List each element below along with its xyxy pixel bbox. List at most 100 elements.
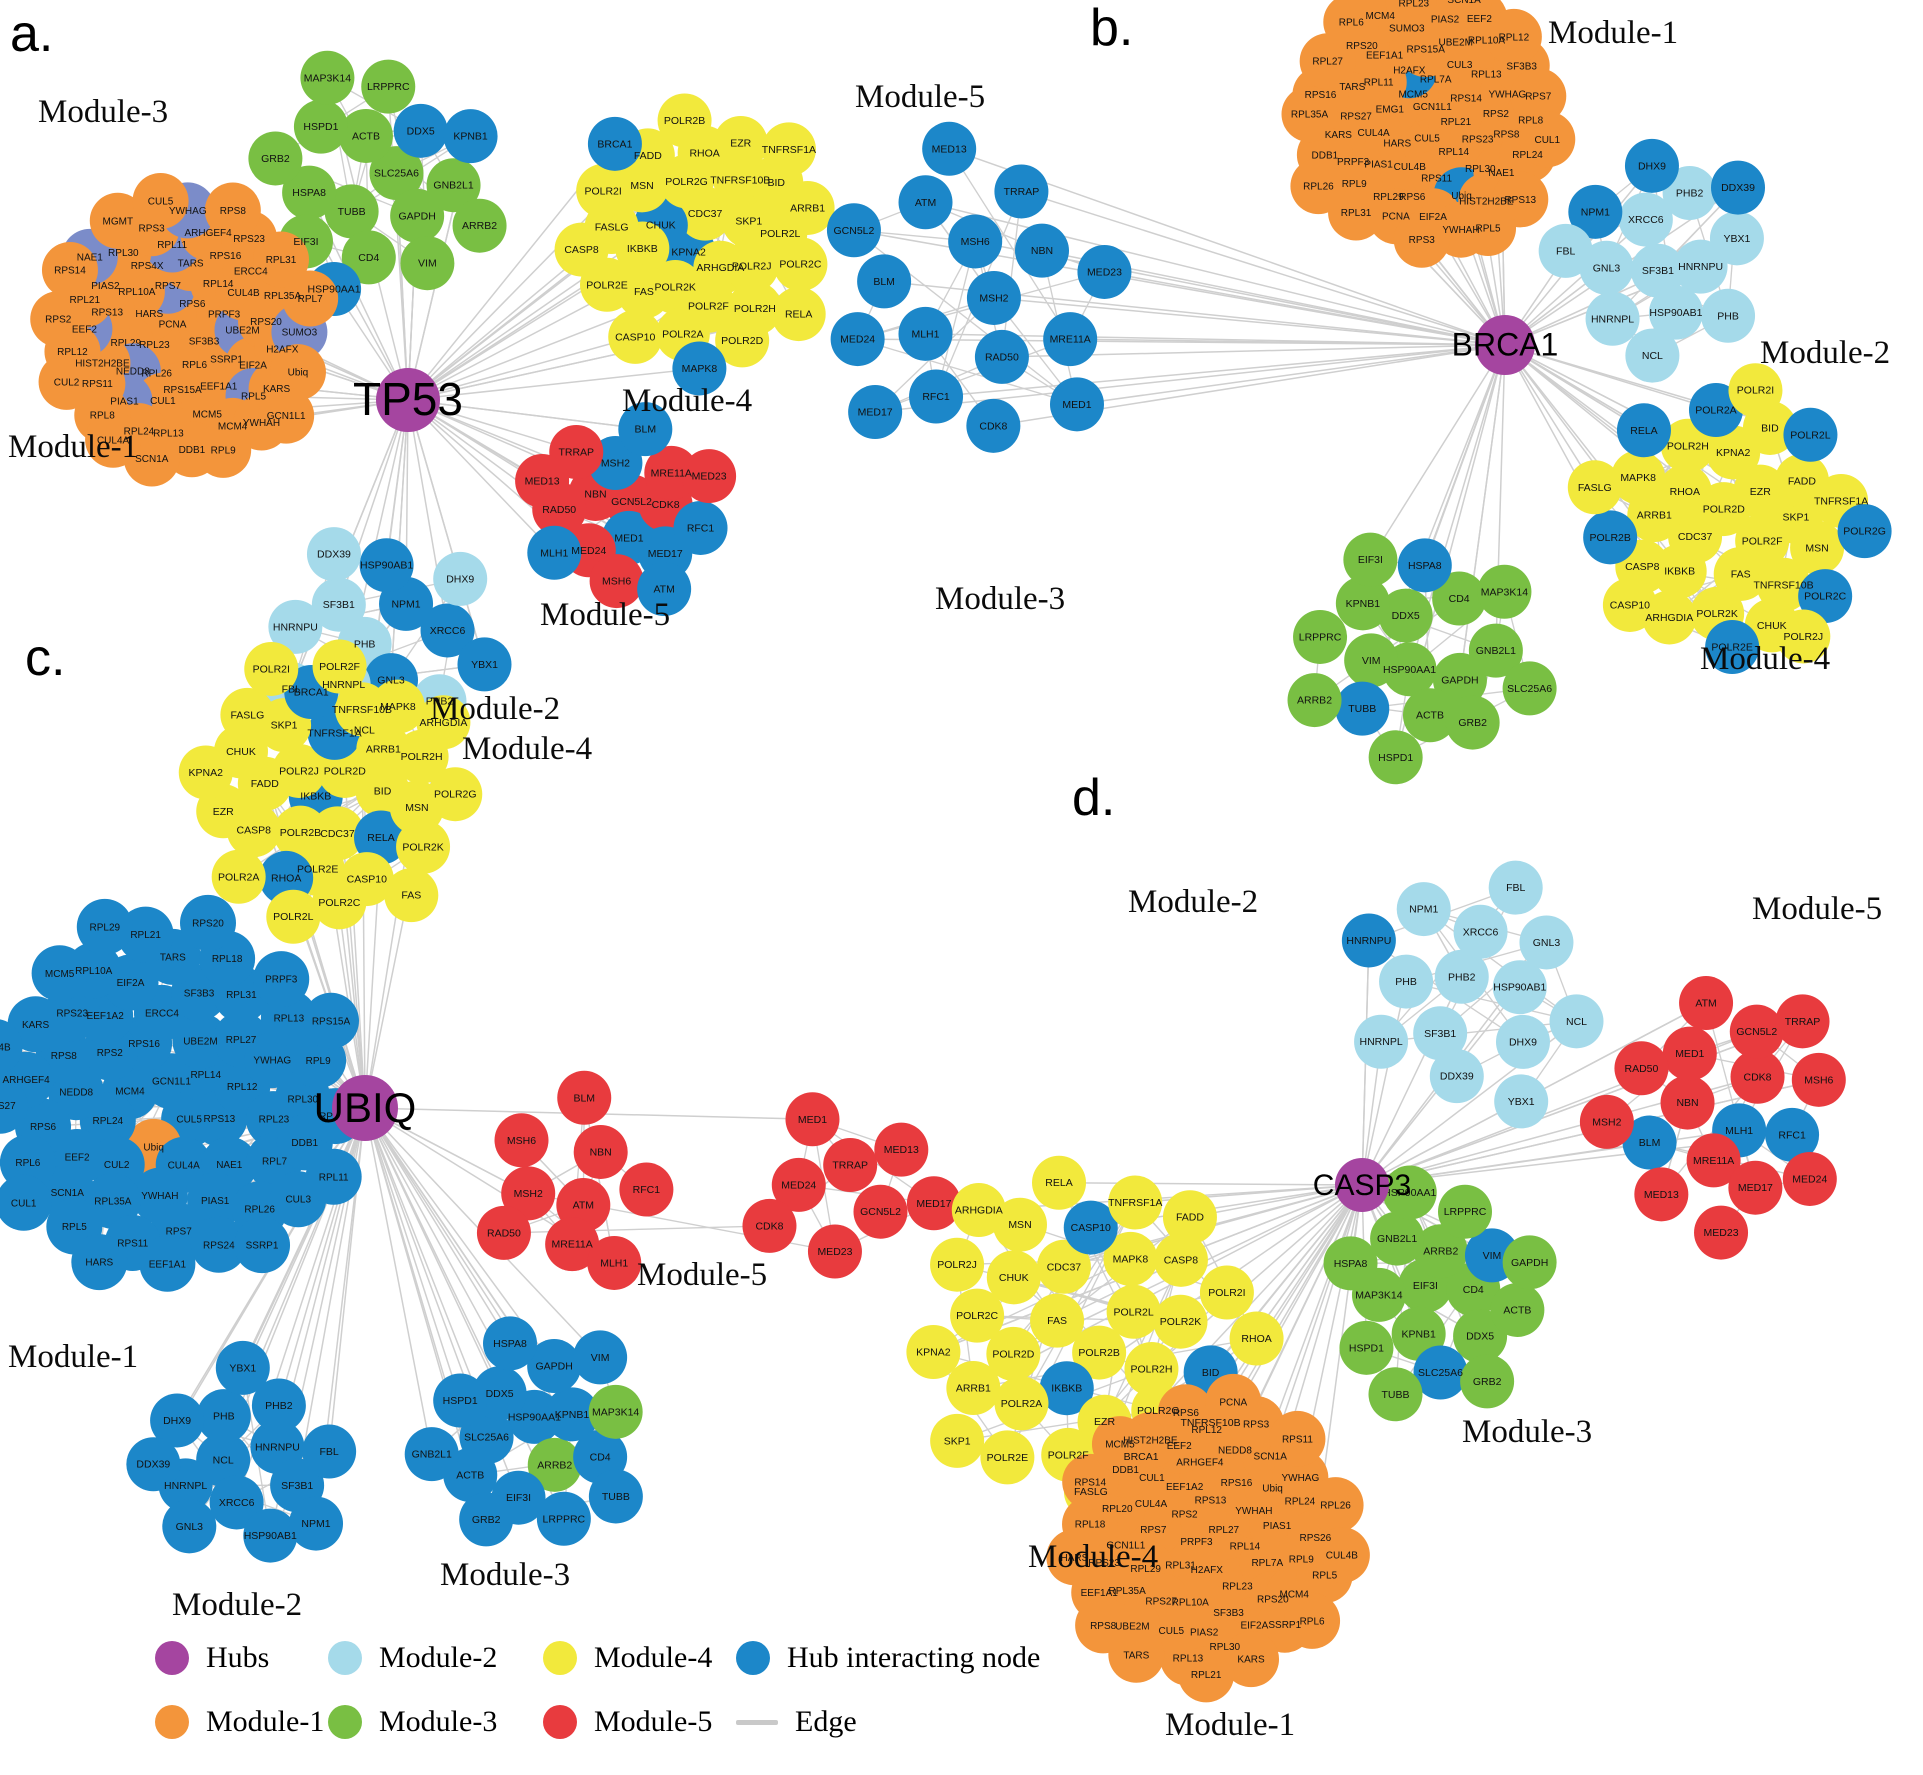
node-GRB2[interactable] <box>1445 695 1500 750</box>
node-HSPD1[interactable] <box>433 1373 488 1428</box>
node-EEF1A1[interactable] <box>139 1235 196 1292</box>
node-GNB2L1[interactable] <box>1468 623 1523 678</box>
node-DDX5[interactable] <box>393 103 448 158</box>
node-YBX1[interactable] <box>1709 211 1764 266</box>
node-CASP10[interactable] <box>1602 577 1657 632</box>
node-CUL1[interactable] <box>0 1174 52 1231</box>
node-RPL23[interactable] <box>1385 0 1442 32</box>
node-MED23[interactable] <box>1077 244 1132 299</box>
node-TUBB[interactable] <box>588 1469 643 1524</box>
node-GAPDH[interactable] <box>390 188 445 243</box>
node-GCN5L2[interactable] <box>1729 1004 1784 1059</box>
node-MRE11A[interactable] <box>1043 312 1098 367</box>
node-MAP3K14[interactable] <box>300 50 355 105</box>
node-HSPA8[interactable] <box>1323 1236 1378 1291</box>
node-MGMT[interactable] <box>89 192 146 249</box>
node-RPS24[interactable] <box>190 1216 247 1273</box>
node-SLC25A6[interactable] <box>369 146 424 201</box>
node-RPL6[interactable] <box>1284 1592 1341 1649</box>
node-POLR2B[interactable] <box>657 93 712 148</box>
node-ACTB[interactable] <box>338 108 393 163</box>
node-CDK8[interactable] <box>1730 1049 1785 1104</box>
node-MSH2[interactable] <box>966 270 1021 325</box>
node-FADD[interactable] <box>1162 1190 1217 1245</box>
node-POLR2D[interactable] <box>715 313 770 368</box>
node-RFC1[interactable] <box>1765 1107 1820 1162</box>
node-ATM[interactable] <box>637 562 692 617</box>
node-MSH6[interactable] <box>948 214 1003 269</box>
node-BLM[interactable] <box>618 402 673 457</box>
node-SF3B1[interactable] <box>1630 243 1685 298</box>
node-CASP8[interactable] <box>554 222 609 277</box>
node-RPS14[interactable] <box>1062 1453 1119 1510</box>
node-MSN[interactable] <box>992 1197 1047 1252</box>
node-MED13[interactable] <box>874 1122 929 1177</box>
node-KPNB1[interactable] <box>1335 576 1390 631</box>
node-PHB[interactable] <box>1701 288 1756 343</box>
node-HARS[interactable] <box>1046 1529 1103 1586</box>
node-ARRB1[interactable] <box>780 180 835 235</box>
node-KPNA2[interactable] <box>178 745 233 800</box>
node-POLR2L[interactable] <box>1106 1284 1161 1339</box>
node-KPNB1[interactable] <box>443 109 498 164</box>
node-MED13[interactable] <box>1634 1167 1689 1222</box>
node-RPS8[interactable] <box>204 182 261 239</box>
node-VIM[interactable] <box>400 236 455 291</box>
node-LRPPRC[interactable] <box>1293 609 1348 664</box>
node-XRCC6[interactable] <box>1453 904 1508 959</box>
node-SSRP1[interactable] <box>234 1217 291 1274</box>
node-POLR2J[interactable] <box>930 1237 985 1292</box>
node-RPL6[interactable] <box>1323 0 1380 50</box>
node-DDX39[interactable] <box>306 527 361 582</box>
node-PHB[interactable] <box>1379 954 1434 1009</box>
node-SKP1[interactable] <box>930 1413 985 1468</box>
node-POLR2E[interactable] <box>1705 620 1760 675</box>
node-MED23[interactable] <box>682 449 737 504</box>
node-NCL[interactable] <box>1549 994 1604 1049</box>
node-UBE2M[interactable] <box>172 1012 229 1069</box>
node-ARRB1[interactable] <box>946 1361 1001 1416</box>
node-TNFRSF1A[interactable] <box>1108 1175 1163 1230</box>
node-FBL[interactable] <box>302 1424 357 1479</box>
node-POLR2A[interactable] <box>994 1376 1049 1431</box>
node-HSPD1[interactable] <box>1339 1320 1394 1375</box>
node-CUL4A[interactable] <box>85 411 142 468</box>
node-MRE11A[interactable] <box>1686 1133 1741 1188</box>
node-POLR2J[interactable] <box>1776 609 1831 664</box>
node-MSH6[interactable] <box>1791 1052 1846 1107</box>
node-MED23[interactable] <box>1694 1205 1749 1260</box>
node-HNRNPU[interactable] <box>268 599 323 654</box>
node-DDX5[interactable] <box>1378 588 1433 643</box>
node-RPS3[interactable] <box>1393 211 1450 268</box>
node-POLR2C[interactable] <box>1798 569 1853 624</box>
node-NBN[interactable] <box>1660 1075 1715 1130</box>
node-NPM1[interactable] <box>1568 184 1623 239</box>
node-POLR2L[interactable] <box>266 889 321 944</box>
node-SF3B1[interactable] <box>311 577 366 632</box>
node-CUL4B[interactable] <box>1313 1527 1370 1584</box>
node-PHB2[interactable] <box>251 1378 306 1433</box>
node-DHX9[interactable] <box>433 551 488 606</box>
node-LRPPRC[interactable] <box>1437 1184 1492 1239</box>
node-MED1[interactable] <box>785 1092 840 1147</box>
node-GCN1L1[interactable] <box>258 387 315 444</box>
node-POLR2I[interactable] <box>576 163 631 218</box>
node-CDK8[interactable] <box>742 1198 797 1253</box>
node-RELA[interactable] <box>771 287 826 342</box>
node-RFC1[interactable] <box>673 500 728 555</box>
node-DHX9[interactable] <box>1624 138 1679 193</box>
node-HSP90AB1[interactable] <box>243 1508 298 1563</box>
node-RPL26[interactable] <box>1290 158 1347 215</box>
node-MSH6[interactable] <box>589 554 644 609</box>
node-POLR2B[interactable] <box>1583 510 1638 565</box>
node-VIM[interactable] <box>573 1330 628 1385</box>
node-GNB2L1[interactable] <box>1370 1211 1425 1266</box>
node-XRCC6[interactable] <box>420 603 475 658</box>
node-POLR2A[interactable] <box>211 849 266 904</box>
node-POLR2C[interactable] <box>950 1288 1005 1343</box>
node-BLM[interactable] <box>857 254 912 309</box>
node-HSP90AB1[interactable] <box>359 538 414 593</box>
node-MED13[interactable] <box>922 121 977 176</box>
node-DDX39[interactable] <box>1711 160 1766 215</box>
node-FASLG[interactable] <box>1567 460 1622 515</box>
